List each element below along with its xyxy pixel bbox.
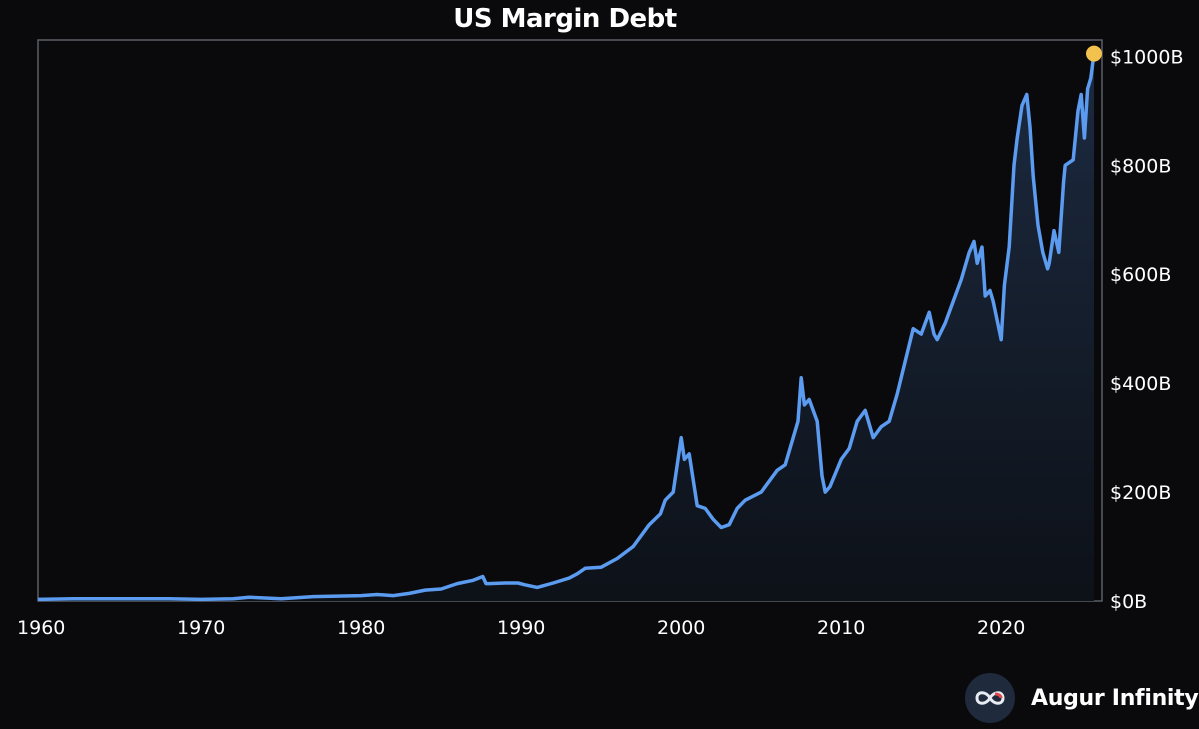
brand-badge: Augur Infinity: [965, 672, 1199, 724]
brand-name: Augur Infinity: [1031, 685, 1199, 711]
infinity-logo-icon: [965, 673, 1015, 723]
y-tick-label: $600B: [1110, 264, 1171, 286]
x-tick-label: 2000: [657, 617, 705, 639]
x-tick-label: 1990: [497, 617, 545, 639]
x-tick-label: 1960: [17, 617, 65, 639]
x-tick-label: 2020: [977, 617, 1025, 639]
y-tick-label: $800B: [1110, 155, 1171, 177]
latest-value-marker: [1086, 45, 1102, 62]
x-axis: 1960 1970 1980 1990 2000 2010 2020: [17, 617, 1025, 639]
x-tick-label: 1980: [337, 617, 385, 639]
y-tick-label: $400B: [1110, 373, 1171, 395]
y-tick-label: $1000B: [1110, 46, 1183, 68]
series-line: [37, 53, 1096, 602]
chart-title: US Margin Debt: [453, 4, 677, 34]
y-tick-label: $200B: [1110, 482, 1171, 504]
x-tick-label: 1970: [177, 617, 225, 639]
x-tick-label: 2010: [817, 617, 865, 639]
y-tick-label: $0B: [1110, 591, 1147, 613]
y-axis: $0B $200B $400B $600B $800B $1000B: [1110, 46, 1183, 613]
series-area: [38, 53, 1094, 602]
